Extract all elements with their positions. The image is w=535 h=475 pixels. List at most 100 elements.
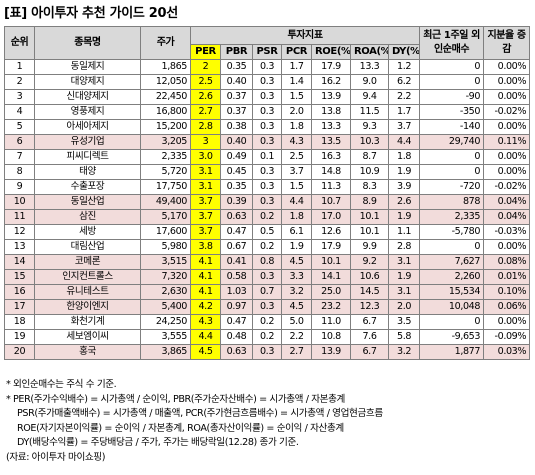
cell-pcr: 5.0 [281, 314, 312, 330]
cell-pcr: 4.3 [281, 134, 312, 150]
cell-foreign: 29,740 [419, 134, 485, 150]
cell-name: 코메론 [34, 254, 141, 270]
cell-pcr: 2.7 [281, 344, 312, 360]
cell-rank: 8 [4, 164, 35, 180]
cell-rank: 9 [4, 179, 35, 195]
cell-share: 0.03% [483, 344, 531, 360]
header-pbr: PBR [220, 44, 253, 60]
cell-per: 4.3 [190, 314, 221, 330]
cell-price: 5,170 [140, 209, 191, 225]
cell-dy: 1.7 [387, 104, 421, 120]
cell-rank: 14 [4, 254, 35, 270]
cell-foreign: 10,048 [419, 299, 485, 315]
cell-share: -0.02% [483, 104, 531, 120]
cell-share: 0.04% [483, 194, 531, 210]
cell-pbr: 0.47 [220, 224, 253, 240]
cell-name: 유성기업 [34, 134, 141, 150]
cell-per: 4.5 [190, 344, 221, 360]
cell-rank: 19 [4, 329, 35, 345]
table-row: 13 대림산업 5,980 3.8 0.67 0.2 1.9 17.9 9.9 2.8 0 0.00% [4, 239, 531, 255]
cell-name: 수출포장 [34, 179, 141, 195]
cell-foreign: -140 [419, 119, 485, 135]
cell-per: 3.8 [190, 239, 221, 255]
footnote-line: (자료: 아이투자 마이쇼핑) [6, 451, 106, 463]
cell-name: 세방 [34, 224, 141, 240]
header-roe: ROE(%) [311, 44, 351, 60]
cell-price: 16,800 [140, 104, 191, 120]
cell-psr: 0.3 [252, 59, 282, 75]
cell-name: 유니테스트 [34, 284, 141, 300]
cell-name: 대양제지 [34, 74, 141, 90]
cell-foreign: -5,780 [419, 224, 485, 240]
cell-roe: 10.8 [311, 329, 351, 345]
cell-pcr: 1.8 [281, 119, 312, 135]
cell-share: 0.10% [483, 284, 531, 300]
cell-name: 피씨디렉트 [34, 149, 141, 165]
cell-price: 1,865 [140, 59, 191, 75]
cell-share: 0.00% [483, 89, 531, 105]
cell-rank: 13 [4, 239, 35, 255]
cell-roa: 9.3 [350, 119, 389, 135]
cell-price: 15,200 [140, 119, 191, 135]
cell-price: 17,750 [140, 179, 191, 195]
cell-roe: 16.2 [311, 74, 351, 90]
cell-roe: 14.8 [311, 164, 351, 180]
cell-foreign: -720 [419, 179, 485, 195]
cell-roa: 9.4 [350, 89, 389, 105]
header-pcr: PCR [281, 44, 312, 60]
cell-roa: 9.9 [350, 239, 389, 255]
cell-name: 대림산업 [34, 239, 141, 255]
cell-dy: 6.2 [387, 74, 421, 90]
table-row: 18 화천기계 24,250 4.3 0.47 0.2 5.0 11.0 6.7 3.5 0 0.00… [4, 314, 531, 330]
cell-name: 영풍제지 [34, 104, 141, 120]
cell-roa: 12.3 [350, 299, 389, 315]
cell-per: 4.2 [190, 299, 221, 315]
cell-rank: 4 [4, 104, 35, 120]
cell-roe: 16.3 [311, 149, 351, 165]
cell-price: 12,050 [140, 74, 191, 90]
cell-roa: 7.6 [350, 329, 389, 345]
cell-roe: 11.3 [311, 179, 351, 195]
cell-per: 3.1 [190, 179, 221, 195]
cell-pbr: 0.37 [220, 89, 253, 105]
cell-foreign: -350 [419, 104, 485, 120]
footnote-line: DY(배당수익률) = 주당배당금 / 주가, 주가는 배당락일(12.28) … [17, 437, 299, 448]
cell-foreign: 0 [419, 314, 485, 330]
cell-foreign: 1,877 [419, 344, 485, 360]
cell-share: 0.00% [483, 149, 531, 165]
cell-per: 4.1 [190, 284, 221, 300]
table-row: 6 유성기업 3,205 3 0.40 0.3 4.3 13.5 10.3 4.4 29,740 0.… [4, 134, 531, 150]
cell-per: 3.7 [190, 224, 221, 240]
table-body: 1 동일제지 1,865 2 0.35 0.3 1.7 17.9 13.3 1.2 0 0.00% 2 대… [4, 59, 531, 360]
header-share: 지분율 증감 [483, 26, 531, 60]
footnote-line: PSR(주가매출액배수) = 시가총액 / 매출액, PCR(주가현금흐름배수)… [17, 408, 383, 419]
cell-rank: 6 [4, 134, 35, 150]
cell-roa: 11.5 [350, 104, 389, 120]
cell-per: 3.0 [190, 149, 221, 165]
cell-share: 0.04% [483, 209, 531, 225]
table-row: 8 태양 5,720 3.1 0.45 0.3 3.7 14.8 10.9 1.9 0 0.00% [4, 164, 531, 180]
cell-roa: 10.3 [350, 134, 389, 150]
cell-dy: 2.2 [387, 89, 421, 105]
cell-psr: 0.3 [252, 104, 282, 120]
cell-roa: 10.9 [350, 164, 389, 180]
table-row: 1 동일제지 1,865 2 0.35 0.3 1.7 17.9 13.3 1.2 0 0.00% [4, 59, 531, 75]
cell-share: 0.00% [483, 74, 531, 90]
header-name: 종목명 [34, 26, 141, 60]
cell-name: 아세아제지 [34, 119, 141, 135]
cell-share: 0.08% [483, 254, 531, 270]
cell-rank: 12 [4, 224, 35, 240]
cell-roa: 10.6 [350, 269, 389, 285]
cell-per: 4.1 [190, 269, 221, 285]
cell-pcr: 1.7 [281, 59, 312, 75]
cell-per: 2.7 [190, 104, 221, 120]
table-row: 14 코메론 3,515 4.1 0.41 0.8 4.5 10.1 9.2 3.1 7,627 0.… [4, 254, 531, 270]
cell-per: 2.5 [190, 74, 221, 90]
cell-roe: 17.9 [311, 59, 351, 75]
cell-pbr: 1.03 [220, 284, 253, 300]
cell-rank: 18 [4, 314, 35, 330]
cell-psr: 0.3 [252, 194, 282, 210]
cell-name: 신대양제지 [34, 89, 141, 105]
header-indicators: 투자지표 [189, 26, 421, 45]
cell-rank: 20 [4, 344, 35, 360]
